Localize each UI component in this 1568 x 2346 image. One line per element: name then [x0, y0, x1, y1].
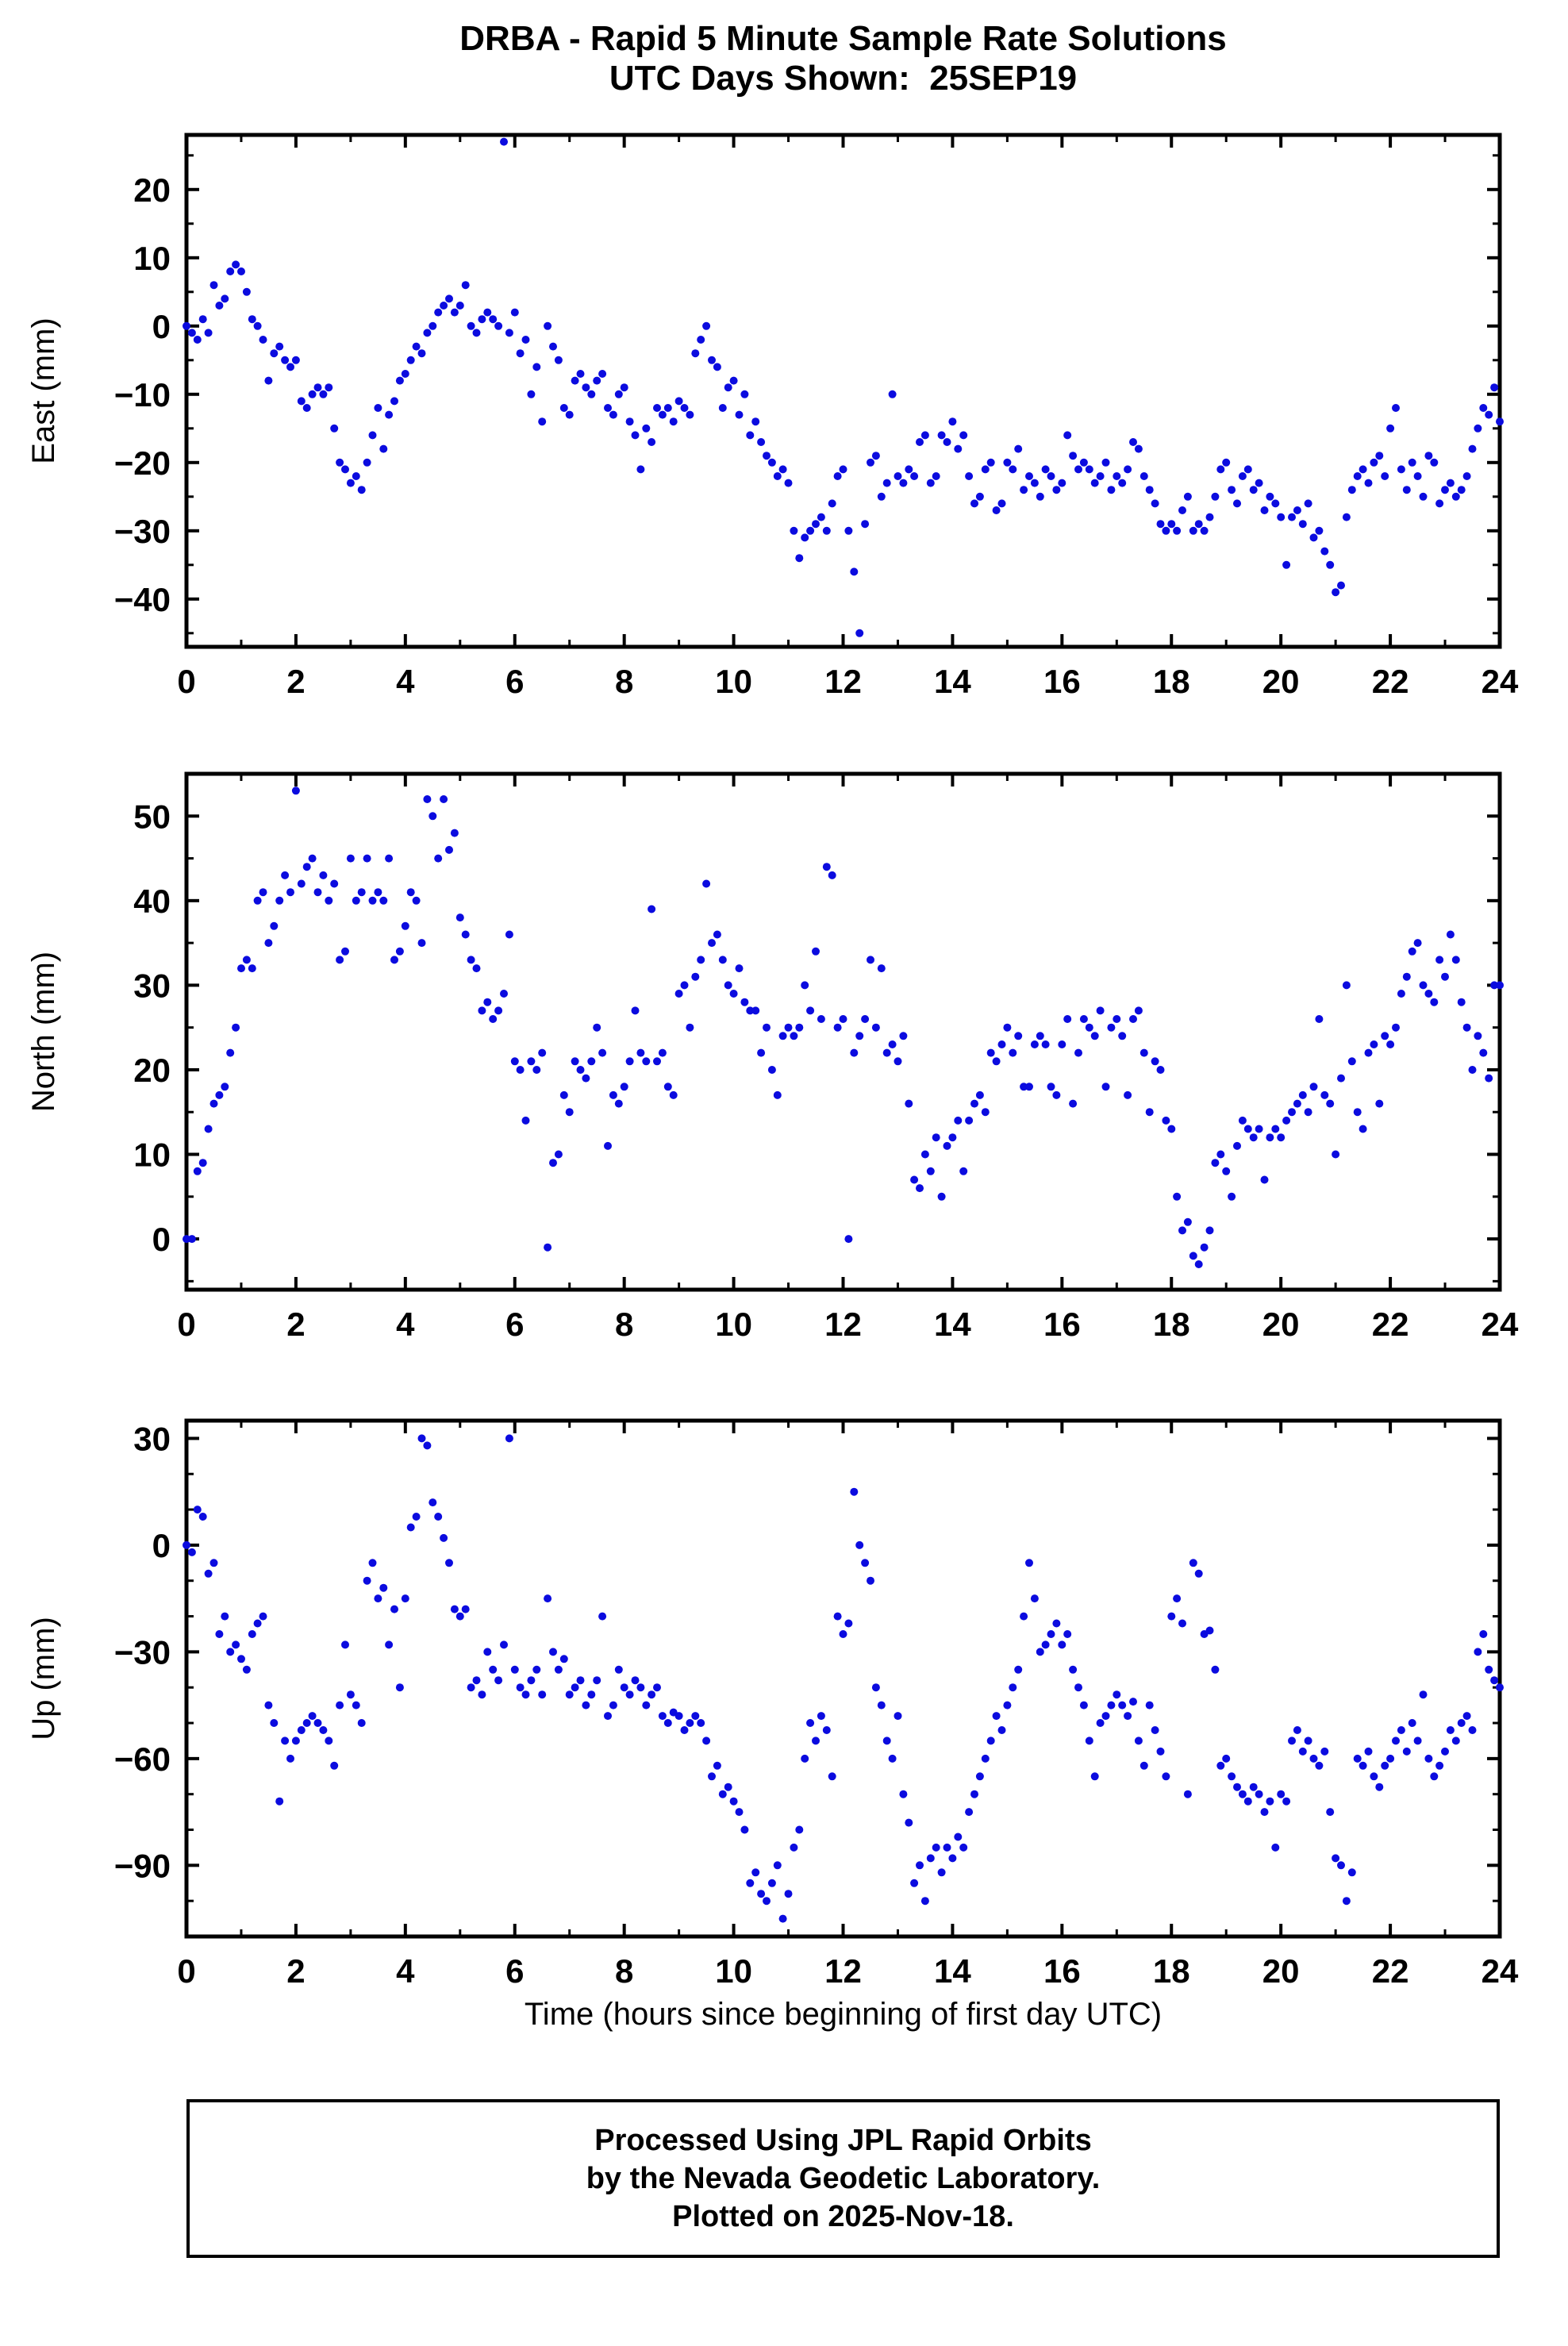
up-points [183, 1434, 1504, 1923]
chart-subtitle: UTC Days Shown: 25SEP19 [609, 59, 1078, 98]
east-x-tick-label: 4 [396, 663, 415, 700]
north-y-tick-label: 0 [152, 1221, 171, 1258]
east-x-tick-label: 14 [934, 663, 971, 700]
up-y-tick-label: −60 [114, 1740, 171, 1778]
north-y-tick-label: 20 [133, 1052, 171, 1089]
up-x-tick-label: 14 [934, 1952, 971, 1990]
east-x-tick-label: 22 [1372, 663, 1409, 700]
north-x-tick-label: 24 [1482, 1306, 1519, 1343]
east-y-tick-label: −40 [114, 581, 171, 618]
up-y-tick-label: 30 [133, 1420, 171, 1457]
up-y-tick-label: −90 [114, 1847, 171, 1884]
up-x-tick-label: 18 [1153, 1952, 1190, 1990]
north-y-tick-label: 10 [133, 1136, 171, 1174]
up-x-tick-label: 2 [286, 1952, 305, 1990]
north-x-tick-label: 4 [396, 1306, 415, 1343]
footer-line-2: by the Nevada Geodetic Laboratory. [586, 2162, 1101, 2195]
north-x-tick-label: 18 [1153, 1306, 1190, 1343]
north-x-tick-label: 16 [1043, 1306, 1081, 1343]
east-x-tick-label: 8 [615, 663, 633, 700]
north-x-tick-label: 6 [505, 1306, 524, 1343]
north-x-tick-label: 8 [615, 1306, 633, 1343]
east-x-tick-label: 12 [824, 663, 862, 700]
up-x-tick-label: 20 [1262, 1952, 1300, 1990]
up-plot-frame [184, 1418, 1502, 1939]
north-axis-label: North (mm) [26, 952, 61, 1112]
up-x-tick-label: 22 [1372, 1952, 1409, 1990]
east-y-tick-label: −20 [114, 444, 171, 482]
footer-line-1: Processed Using JPL Rapid Orbits [594, 2124, 1092, 2157]
north-x-tick-label: 10 [715, 1306, 752, 1343]
east-plot-frame [184, 133, 1502, 649]
east-y-tick-label: −30 [114, 513, 171, 550]
east-x-tick-label: 20 [1262, 663, 1300, 700]
up-x-tick-label: 16 [1043, 1952, 1081, 1990]
east-x-tick-label: 24 [1482, 663, 1519, 700]
north-x-tick-label: 2 [286, 1306, 305, 1343]
footer-box: Processed Using JPL Rapid Orbits by the … [186, 2099, 1500, 2258]
up-x-tick-label: 10 [715, 1952, 752, 1990]
east-y-tick-label: 20 [133, 171, 171, 209]
footer-line-3: Plotted on 2025-Nov-18. [672, 2200, 1014, 2233]
east-panel: 0 2 4 6 8 10 12 14 16 18 20 22 24−40−30−20−1001020Ea… [26, 133, 1519, 700]
east-x-tick-label: 10 [715, 663, 752, 700]
north-x-tick-label: 14 [934, 1306, 971, 1343]
up-x-tick-label: 4 [396, 1952, 415, 1990]
east-axis-label: East (mm) [26, 317, 61, 463]
up-x-tick-label: 12 [824, 1952, 862, 1990]
east-x-tick-label: 16 [1043, 663, 1081, 700]
up-axis-label: Up (mm) [26, 1617, 61, 1740]
north-x-tick-label: 22 [1372, 1306, 1409, 1343]
east-y-tick-label: 10 [133, 240, 171, 277]
north-y-tick-label: 30 [133, 967, 171, 1004]
chart-title: DRBA - Rapid 5 Minute Sample Rate Soluti… [459, 19, 1227, 58]
east-y-tick-label: 0 [152, 308, 171, 345]
north-x-tick-label: 20 [1262, 1306, 1300, 1343]
x-axis-label: Time (hours since beginning of first day… [524, 1997, 1163, 2032]
up-x-tick-label: 8 [615, 1952, 633, 1990]
east-x-tick-label: 2 [286, 663, 305, 700]
east-points [183, 137, 1504, 637]
up-x-tick-label: 6 [505, 1952, 524, 1990]
north-y-tick-label: 40 [133, 883, 171, 920]
east-x-tick-label: 18 [1153, 663, 1190, 700]
up-x-tick-label: 24 [1482, 1952, 1519, 1990]
north-points [183, 786, 1504, 1268]
north-plot-frame [184, 771, 1502, 1292]
east-y-tick-label: −10 [114, 376, 171, 413]
up-y-tick-label: 0 [152, 1527, 171, 1564]
up-x-tick-label: 0 [177, 1952, 195, 1990]
east-x-tick-label: 0 [177, 663, 195, 700]
north-x-tick-label: 12 [824, 1306, 862, 1343]
north-x-tick-label: 0 [177, 1306, 195, 1343]
east-x-tick-label: 6 [505, 663, 524, 700]
north-y-tick-label: 50 [133, 798, 171, 835]
up-y-tick-label: −30 [114, 1633, 171, 1671]
